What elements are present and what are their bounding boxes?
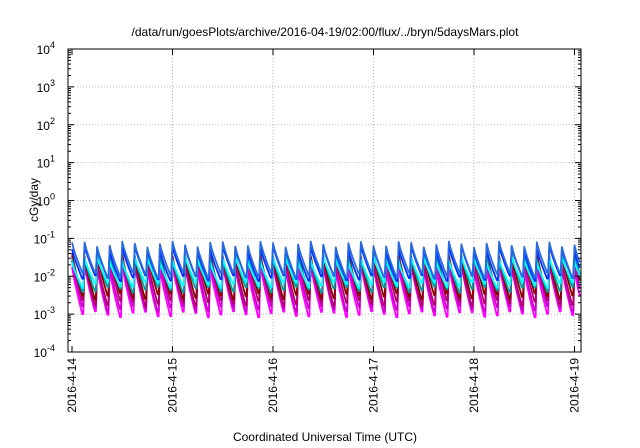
chart-title: /data/run/goesPlots/archive/2016-04-19/0…: [132, 25, 520, 39]
x-tick-label: 2016-4-18: [467, 358, 481, 413]
y-tick-label: 100: [37, 192, 55, 209]
x-tick-label: 2016-4-15: [166, 358, 180, 413]
y-axis: 10-4 10-3 10-2 10-1 100 101 102 103 104: [34, 40, 581, 360]
y-tick-label: 104: [37, 40, 55, 57]
y-tick-label: 101: [37, 154, 55, 171]
series-line: [71, 254, 581, 307]
y-tick-label: 10-4: [34, 343, 55, 360]
y-tick-label: 10-1: [34, 229, 55, 246]
x-tick-label: 2016-4-14: [65, 358, 79, 413]
series-line: [71, 240, 581, 279]
y-axis-label: cGy/day: [27, 178, 41, 222]
x-tick-label: 2016-4-16: [266, 358, 280, 413]
grid-lines: [68, 49, 581, 352]
x-tick-label: 2016-4-17: [367, 358, 381, 413]
x-axis-label: Coordinated Universal Time (UTC): [233, 430, 417, 444]
x-axis: 2016-4-14 2016-4-15 2016-4-16 2016-4-17 2016…: [65, 49, 582, 413]
y-tick-label: 103: [37, 78, 55, 95]
y-tick-label: 102: [37, 116, 55, 133]
series-layer: [71, 240, 581, 319]
series-line: [71, 255, 581, 289]
y-tick-label: 10-3: [34, 305, 55, 322]
y-tick-label: 10-2: [34, 267, 55, 284]
x-tick-label: 2016-4-19: [568, 358, 582, 413]
